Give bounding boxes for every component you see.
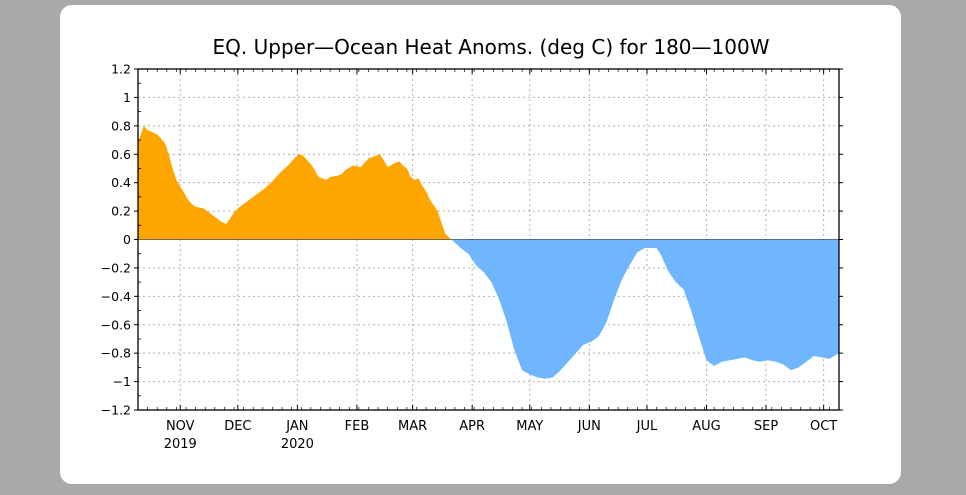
y-tick-label: 0.4 — [111, 175, 131, 190]
heat-anomaly-chart: 1.210.80.60.40.20−0.2−0.4−0.6−0.8−1−1.2 … — [101, 35, 843, 452]
y-tick-label: −0.4 — [101, 289, 131, 304]
positive-anomaly-area — [138, 125, 452, 240]
y-tick-label: −1 — [113, 374, 131, 389]
x-axis: NOV 2019 DEC JAN 2020 FEB MAR APR MAY JUN JUL AUG SE… — [147, 69, 837, 452]
chart-title: EQ. Upper—Ocean Heat Anoms. (deg C) for … — [213, 35, 770, 59]
x-tick-label: APR — [459, 419, 485, 434]
x-tick-year: 2019 — [164, 437, 197, 452]
y-tick-label: 0 — [123, 232, 131, 247]
y-tick-label: −0.8 — [101, 346, 131, 361]
x-tick-label: NOV — [166, 419, 195, 434]
y-tick-label: −1.2 — [101, 403, 131, 418]
y-tick-label: −0.6 — [101, 317, 131, 332]
y-tick-label: 0.6 — [111, 147, 131, 162]
x-tick-label: OCT — [810, 419, 837, 434]
x-tick-label: JUL — [636, 419, 658, 434]
x-tick-year: 2020 — [281, 437, 314, 452]
x-tick-label: MAY — [516, 419, 543, 434]
y-tick-label: 0.2 — [111, 204, 131, 219]
y-tick-label: −0.2 — [101, 260, 131, 275]
x-tick-label: MAR — [398, 419, 427, 434]
x-tick-label: FEB — [345, 419, 370, 434]
y-tick-label: 0.8 — [111, 118, 131, 133]
y-axis: 1.2 1 0.8 0.6 0.4 0.2 0 −0.2 −0.4 −0.6 −0.8 −1 −1.2 — [101, 62, 843, 418]
x-tick-label: JUN — [577, 419, 601, 434]
x-tick-label: AUG — [692, 419, 720, 434]
data-areas — [138, 125, 839, 379]
x-tick-label: DEC — [224, 419, 251, 434]
x-tick-label: SEP — [754, 419, 778, 434]
y-tick-label: 1.2 — [111, 62, 131, 77]
x-tick-label: JAN — [285, 419, 308, 434]
y-tick-label: 1 — [123, 90, 131, 105]
negative-anomaly-area — [451, 239, 839, 379]
chart-card: 1.2 1 0.8 0.6 0.4 0.2 0 −0.2 −0.4 −0.6 −0.8 −1 −1.2 … — [60, 5, 901, 484]
